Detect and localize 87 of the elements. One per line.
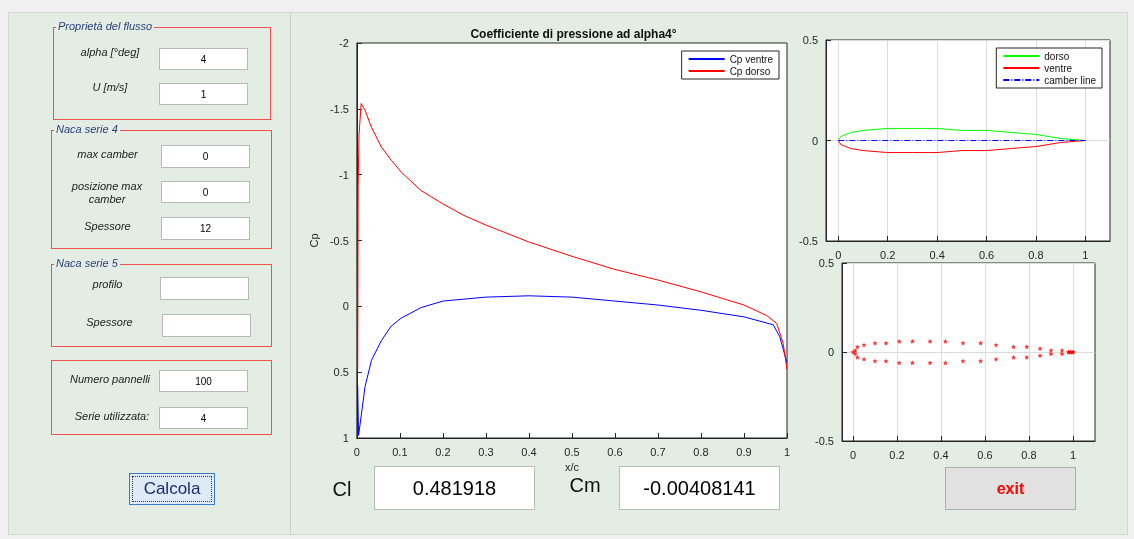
point [1059,347,1065,353]
text: Calcola [129,473,215,505]
text: 0.481918 [374,466,535,510]
x-tick-label: 0.4 [521,445,537,458]
point [1011,354,1017,360]
x-tick-label: 1 [1069,448,1077,461]
point [909,338,915,344]
point [909,360,915,366]
point [960,340,966,346]
point [883,340,889,346]
text: 100 [159,370,248,392]
y-tick-label: 1 [342,432,349,444]
y-tick-label: 0.5 [802,34,818,46]
text: Spessore [83,220,132,233]
text: Spessore [85,316,134,329]
y-tick-label: -0.5 [815,435,834,447]
y-tick-label: 0.5 [818,257,834,269]
x-tick-label: 0.2 [435,445,451,458]
point [896,360,902,366]
text: Cl [331,478,353,501]
point [942,338,948,344]
point [978,358,984,364]
point [1024,344,1030,350]
x-tick-label: 0.1 [392,445,408,458]
x-tick-label: 0.4 [929,248,945,261]
y-tick-label: -2 [339,37,349,49]
legend-label: Cp ventre [729,53,774,65]
x-tick-label: 0.6 [607,445,623,458]
x-tick-label: 0.7 [650,445,666,458]
text: alpha [°deg] [79,46,141,59]
x-tick-label: 0.6 [977,448,993,461]
line-series [357,103,788,371]
legend-label: ventre [1044,62,1073,74]
point [872,340,878,346]
x-tick-label: 0 [849,448,857,461]
text: Proprietà del flusso [56,20,155,32]
y-tick-label: -0.5 [799,235,818,247]
text: max camber [76,148,139,161]
text: Cm [568,474,602,497]
x-tick-label: 0 [835,248,842,261]
x-tick-label: 0.8 [1028,248,1044,261]
point [993,356,999,362]
text: 1 [159,83,248,105]
x-tick-label: 0.9 [736,445,752,458]
text: 4 [159,407,248,429]
y-tick-label: 0 [811,134,818,147]
text: U [m/s] [91,81,129,94]
text: Numero pannelli [68,373,152,386]
text: 4 [159,48,248,70]
text: 0 [161,145,250,168]
y-tick-label: 0.5 [333,366,349,379]
text: -0.00408141 [619,466,780,510]
x-axis-title: x/c [564,461,580,474]
x-tick-label: 0 [353,445,360,458]
text: Naca serie 4 [54,123,120,135]
legend-label: dorso [1044,50,1070,62]
y-axis-title: Cp [307,233,320,248]
y-tick-label: -1.5 [329,102,349,115]
legend-label: camber line [1044,74,1097,86]
text: exit [945,467,1076,510]
chart-title: Coefficiente di pressione ad alpha4° [470,27,677,41]
x-tick-label: 0.8 [1021,448,1037,461]
text: Serie utilizzata: [73,410,151,423]
text: profilo [91,278,124,291]
point [942,360,948,366]
x-tick-label: 0.6 [978,248,995,261]
text: 12 [161,217,250,240]
text: Naca serie 5 [54,257,120,269]
point [978,340,984,346]
x-tick-label: 0.4 [933,448,949,461]
x-tick-label: 0.8 [693,445,709,458]
y-tick-label: -1 [339,168,349,181]
y-tick-label: -0.5 [329,234,349,247]
text: 0 [161,181,250,203]
y-tick-label: 0 [827,346,834,358]
x-tick-label: 0.2 [880,248,896,261]
point [861,356,867,362]
point [1011,344,1017,350]
x-tick-label: 0.2 [889,448,905,461]
x-tick-label: 1 [1082,248,1089,261]
x-tick-label: 0.5 [564,445,580,458]
x-tick-label: 0.3 [478,445,494,458]
legend-label: Cp dorso [729,65,771,77]
text: posizione max camber [70,180,144,206]
point [1048,347,1054,353]
x-tick-label: 1 [783,445,791,458]
y-tick-label: 0 [342,300,349,313]
